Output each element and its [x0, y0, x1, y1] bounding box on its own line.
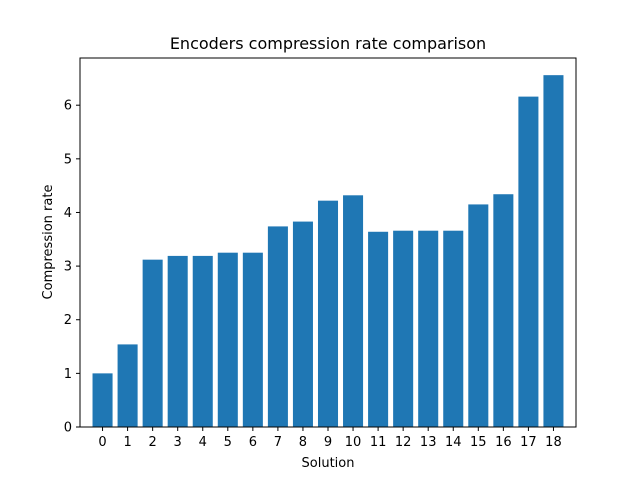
- x-tick-label: 3: [174, 435, 182, 450]
- x-tick-label: 1: [123, 435, 131, 450]
- x-tick-label: 5: [224, 435, 232, 450]
- bar-7: [267, 226, 288, 427]
- chart-title: Encoders compression rate comparison: [170, 34, 486, 53]
- bar-5: [217, 252, 238, 427]
- bar-6: [242, 252, 263, 427]
- y-tick-label: 4: [64, 206, 72, 221]
- bar-3: [167, 255, 188, 427]
- bar-18: [543, 75, 564, 428]
- y-tick-label: 5: [64, 152, 72, 167]
- bar-11: [368, 231, 389, 427]
- x-tick-label: 2: [149, 435, 157, 450]
- y-tick-label: 0: [64, 421, 72, 436]
- y-tick-label: 2: [64, 313, 72, 328]
- bar-2: [142, 259, 163, 427]
- y-tick-label: 6: [64, 99, 72, 114]
- bar-8: [292, 221, 313, 427]
- x-tick-label: 9: [324, 435, 332, 450]
- x-axis-label: Solution: [302, 456, 355, 471]
- x-tick-label: 8: [299, 435, 307, 450]
- x-tick-label: 4: [199, 435, 207, 450]
- bar-0: [92, 373, 113, 427]
- x-tick-label: 15: [470, 435, 487, 450]
- x-tick-label: 12: [395, 435, 412, 450]
- bar-16: [493, 194, 514, 427]
- x-tick-label: 13: [420, 435, 437, 450]
- x-tick-label: 18: [545, 435, 562, 450]
- y-tick-label: 1: [64, 367, 72, 382]
- x-tick-label: 17: [520, 435, 537, 450]
- y-axis-label: Compression rate: [41, 185, 56, 300]
- bar-12: [393, 230, 414, 427]
- bar-14: [443, 230, 464, 427]
- bar-9: [317, 200, 339, 427]
- bar-1: [117, 344, 138, 427]
- x-tick-label: 16: [495, 435, 512, 450]
- x-tick-label: 0: [98, 435, 106, 450]
- x-tick-label: 14: [445, 435, 462, 450]
- bars-group: [92, 75, 564, 428]
- x-axis-ticks: 0 1 2 3 4 5 6 7 8 9 10 11 12 13 14 15 16 17 18: [98, 427, 562, 450]
- y-axis-ticks: 0 1 2 3 4 5 6: [64, 99, 80, 436]
- bar-17: [518, 96, 539, 428]
- bar-15: [468, 204, 489, 427]
- x-tick-label: 10: [345, 435, 362, 450]
- x-tick-label: 11: [370, 435, 387, 450]
- bar-13: [418, 230, 439, 427]
- x-tick-label: 6: [249, 435, 257, 450]
- y-tick-label: 3: [64, 260, 72, 275]
- bar-10: [343, 195, 364, 427]
- bar-4: [192, 255, 213, 427]
- x-tick-label: 7: [274, 435, 282, 450]
